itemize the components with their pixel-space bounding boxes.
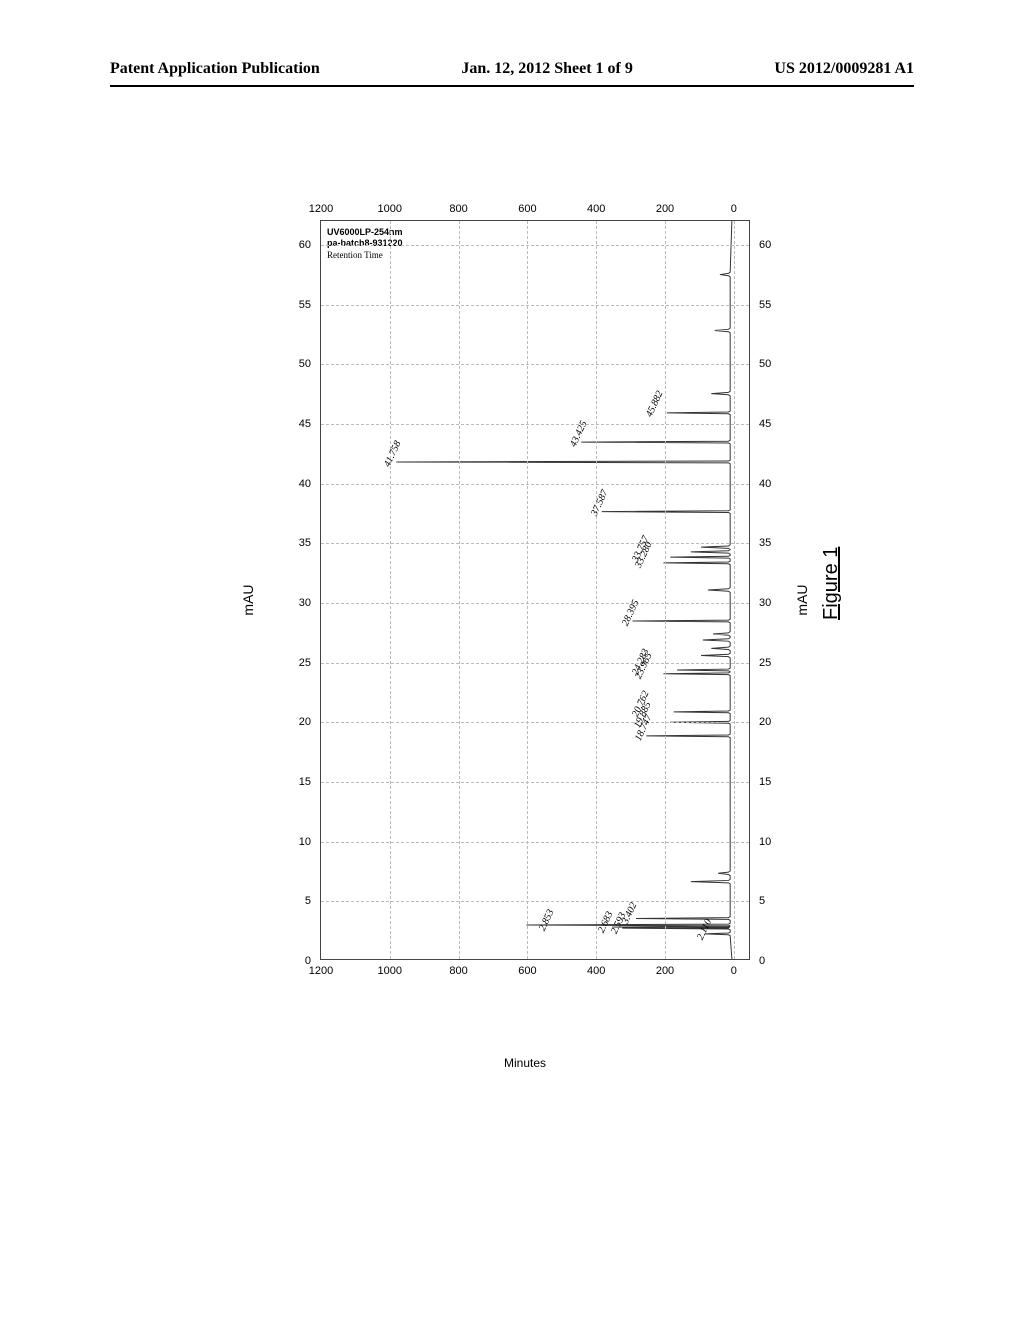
- y-tick: 30: [759, 597, 771, 609]
- figure-caption: Figure 1: [820, 547, 843, 620]
- x-tick: 0: [731, 203, 737, 215]
- peak-label: 45.882: [644, 390, 666, 420]
- x-axis-label-top: mAU: [240, 584, 256, 615]
- y-tick: 25: [759, 657, 771, 669]
- peak-label: 2.110: [695, 917, 714, 941]
- y-tick: 5: [759, 895, 765, 907]
- peak-label: 41.758: [382, 439, 404, 469]
- x-axis-label-bottom: mAU: [794, 584, 810, 615]
- gridline: [321, 543, 749, 544]
- y-tick: 30: [299, 597, 311, 609]
- gridline: [321, 364, 749, 365]
- peak-label: 37.587: [589, 489, 611, 519]
- peak-label: 3.402: [620, 901, 639, 926]
- x-tick: 600: [518, 203, 536, 215]
- page-header: Patent Application Publication Jan. 12, …: [0, 60, 1024, 78]
- x-tick: 1000: [378, 965, 402, 977]
- x-tick: 1000: [378, 203, 402, 215]
- gridline: [527, 221, 528, 959]
- plot-area: UV6000LP-254nm pa-batch8-931220 Retentio…: [320, 220, 750, 960]
- x-tick: 800: [449, 965, 467, 977]
- y-tick: 55: [299, 299, 311, 311]
- gridline: [321, 424, 749, 425]
- y-tick: 50: [299, 358, 311, 370]
- y-tick: 15: [299, 776, 311, 788]
- x-tick: 600: [518, 965, 536, 977]
- header-left: Patent Application Publication: [110, 60, 320, 78]
- y-tick: 10: [299, 836, 311, 848]
- y-tick: 15: [759, 776, 771, 788]
- gridline: [321, 782, 749, 783]
- legend-detector: UV6000LP-254nm: [327, 227, 403, 238]
- gridline: [321, 245, 749, 246]
- header-center: Jan. 12, 2012 Sheet 1 of 9: [461, 60, 633, 78]
- y-tick: 0: [759, 955, 765, 967]
- chromatogram-chart: UV6000LP-254nm pa-batch8-931220 Retentio…: [260, 180, 790, 1020]
- x-tick: 1200: [309, 203, 333, 215]
- y-tick: 40: [299, 478, 311, 490]
- legend-rt: Retention Time: [327, 250, 403, 261]
- y-tick: 60: [759, 239, 771, 251]
- gridline: [734, 221, 735, 959]
- y-tick: 45: [759, 418, 771, 430]
- header-right: US 2012/0009281 A1: [774, 60, 914, 78]
- x-tick: 400: [587, 203, 605, 215]
- y-tick: 35: [299, 537, 311, 549]
- gridline: [596, 221, 597, 959]
- x-tick: 200: [656, 203, 674, 215]
- y-tick: 10: [759, 836, 771, 848]
- gridline: [665, 221, 666, 959]
- gridline: [321, 722, 749, 723]
- y-tick: 20: [299, 716, 311, 728]
- gridline: [459, 221, 460, 959]
- gridline: [321, 842, 749, 843]
- gridline: [321, 484, 749, 485]
- x-tick: 800: [449, 203, 467, 215]
- y-tick: 35: [759, 537, 771, 549]
- y-tick: 20: [759, 716, 771, 728]
- y-tick: 40: [759, 478, 771, 490]
- gridline: [390, 221, 391, 959]
- gridline: [321, 305, 749, 306]
- gridline: [321, 603, 749, 604]
- chromatogram-trace: [321, 221, 749, 959]
- peak-label: 2.853: [537, 908, 556, 933]
- y-tick: 60: [299, 239, 311, 251]
- x-tick: 200: [656, 965, 674, 977]
- gridline: [321, 663, 749, 664]
- y-tick: 0: [305, 955, 311, 967]
- y-tick: 5: [305, 895, 311, 907]
- y-axis-label: Minutes: [504, 1056, 546, 1070]
- x-tick: 0: [731, 965, 737, 977]
- x-tick: 400: [587, 965, 605, 977]
- y-tick: 55: [759, 299, 771, 311]
- y-tick: 45: [299, 418, 311, 430]
- x-tick: 1200: [309, 965, 333, 977]
- header-rule: [110, 85, 914, 87]
- gridline: [321, 901, 749, 902]
- y-tick: 50: [759, 358, 771, 370]
- y-tick: 25: [299, 657, 311, 669]
